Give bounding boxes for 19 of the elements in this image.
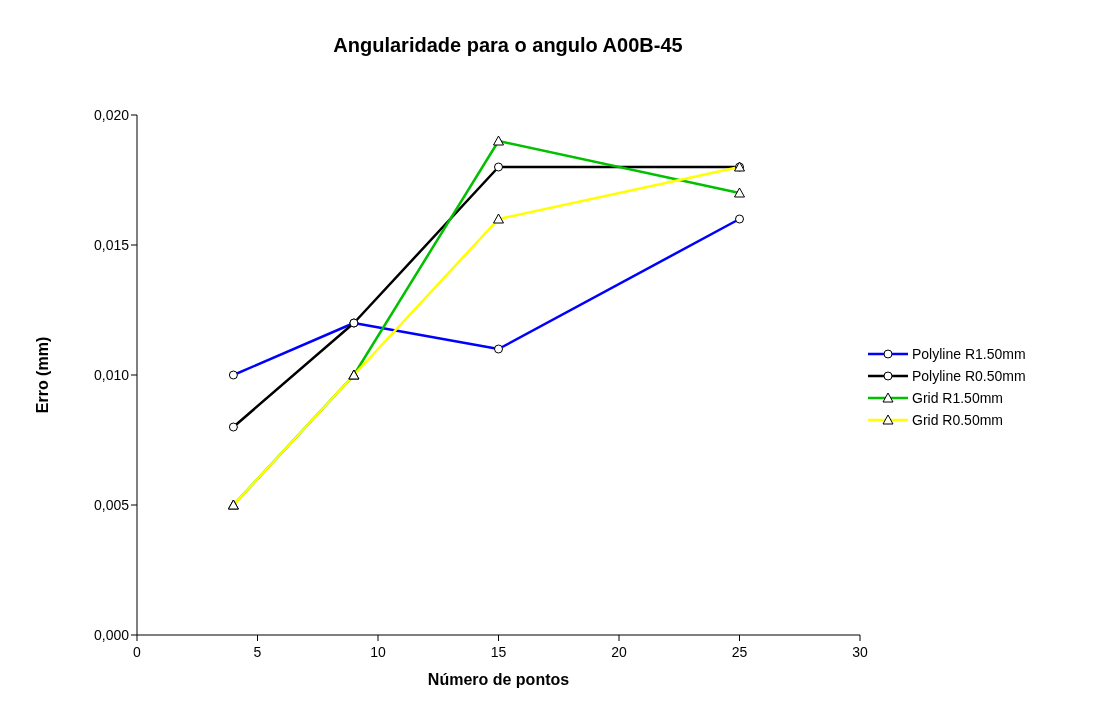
x-tick-label: 25 — [731, 644, 748, 660]
y-axis-title: Erro (mm) — [33, 336, 51, 414]
x-tick-label: 15 — [490, 644, 507, 660]
chart-title: Angularidade para o angulo A00B-45 — [332, 34, 684, 57]
y-tick-label: 0,010 — [93, 366, 130, 383]
x-tick-label: 20 — [611, 644, 627, 660]
x-tick-label: 10 — [370, 644, 386, 660]
y-tick-label: 0,015 — [93, 236, 130, 253]
legend-label: Grid R0.50mm — [912, 412, 1004, 428]
y-tick-label: 0,000 — [93, 626, 130, 643]
x-axis-title: Número de pontos — [427, 671, 570, 688]
legend-label: Grid R1.50mm — [912, 390, 1004, 406]
x-tick-label: 5 — [253, 644, 262, 660]
y-tick-label: 0,005 — [93, 496, 130, 513]
legend-label: Polyline R1.50mm — [912, 346, 1026, 362]
legend-label: Polyline R0.50mm — [912, 368, 1026, 384]
y-tick-label: 0,020 — [93, 106, 130, 123]
x-tick-label: 30 — [852, 644, 868, 660]
x-tick-label: 0 — [133, 644, 142, 660]
